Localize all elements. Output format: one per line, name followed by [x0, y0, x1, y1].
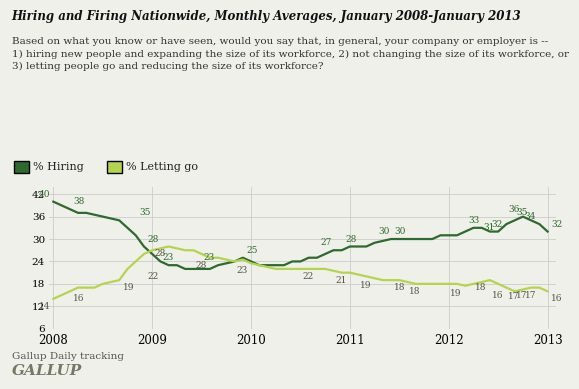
Text: 32: 32	[551, 219, 562, 229]
Text: 19: 19	[360, 281, 371, 290]
Text: 31: 31	[483, 223, 495, 232]
Text: 23: 23	[162, 253, 174, 262]
Text: 36: 36	[508, 205, 519, 214]
Text: 40: 40	[39, 190, 50, 199]
Text: 34: 34	[525, 212, 536, 221]
Text: 19: 19	[123, 283, 134, 292]
Text: 33: 33	[468, 216, 480, 225]
Text: 30: 30	[394, 227, 406, 236]
Text: 17: 17	[516, 291, 528, 300]
Text: 35: 35	[139, 209, 151, 217]
Text: % Hiring: % Hiring	[33, 162, 84, 172]
Text: Based on what you know or have seen, would you say that, in general, your compan: Based on what you know or have seen, wou…	[12, 37, 569, 71]
Text: 23: 23	[204, 253, 215, 262]
Text: 14: 14	[39, 302, 50, 311]
Text: 18: 18	[475, 283, 486, 292]
Text: 17: 17	[525, 291, 536, 300]
Text: 16: 16	[73, 294, 85, 303]
Text: 28: 28	[345, 235, 356, 244]
Text: GALLUP: GALLUP	[12, 364, 82, 378]
Text: % Letting go: % Letting go	[126, 162, 198, 172]
Text: Gallup Daily tracking: Gallup Daily tracking	[12, 352, 123, 361]
Text: 35: 35	[516, 209, 528, 217]
Text: 27: 27	[320, 238, 332, 247]
Text: 25: 25	[246, 246, 258, 255]
Text: 30: 30	[378, 227, 389, 236]
Text: 17: 17	[508, 293, 519, 301]
Text: 18: 18	[409, 287, 421, 296]
Text: 18: 18	[394, 283, 406, 292]
Text: 28: 28	[195, 261, 207, 270]
Text: 16: 16	[551, 294, 562, 303]
Text: 22: 22	[302, 272, 314, 281]
Text: 16: 16	[492, 291, 503, 300]
Text: 28: 28	[147, 235, 159, 244]
Text: 32: 32	[492, 219, 503, 229]
Text: 22: 22	[147, 272, 159, 281]
Text: 21: 21	[335, 276, 347, 285]
Text: 23: 23	[236, 266, 248, 275]
Text: 28: 28	[154, 249, 166, 259]
Text: Hiring and Firing Nationwide, Monthly Averages, January 2008-January 2013: Hiring and Firing Nationwide, Monthly Av…	[12, 10, 521, 23]
Text: 38: 38	[73, 197, 85, 206]
Text: 19: 19	[450, 289, 462, 298]
